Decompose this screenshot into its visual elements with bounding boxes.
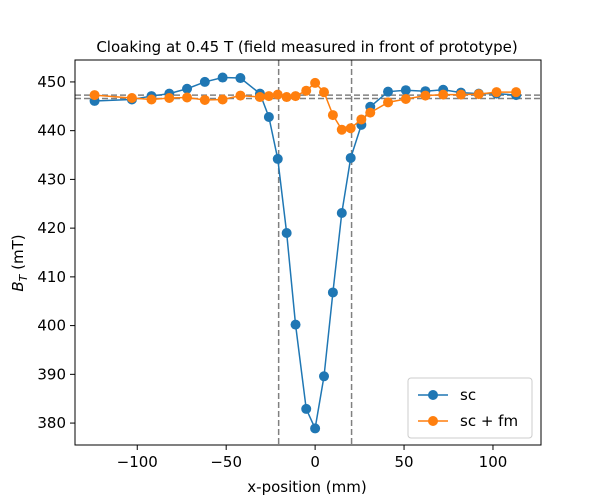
data-point	[263, 112, 274, 123]
legend-marker	[428, 416, 438, 426]
data-point	[281, 92, 292, 103]
data-point	[290, 319, 301, 330]
data-point	[89, 90, 100, 101]
x-tick-label: −100	[117, 453, 158, 471]
data-point	[319, 87, 330, 98]
y-axis-label-subscript: T	[17, 273, 30, 281]
y-axis-label: BT (mT)	[9, 234, 30, 291]
data-point	[235, 90, 246, 101]
data-point	[327, 110, 338, 121]
legend-box	[407, 377, 533, 439]
data-point	[511, 87, 522, 98]
x-tick-label: 0	[310, 453, 320, 471]
series-layer	[89, 72, 522, 434]
data-point	[383, 97, 394, 108]
legend-label: sc	[460, 386, 476, 404]
data-point	[327, 287, 338, 298]
data-point	[301, 85, 312, 96]
y-tick-label: 380	[37, 414, 66, 432]
data-point	[455, 89, 466, 100]
x-tick-label: −50	[210, 453, 242, 471]
data-point	[356, 114, 367, 125]
y-axis: 380 390 400 410 420 430 440 450	[37, 73, 75, 432]
x-axis-label: x-position (mm)	[247, 478, 366, 496]
series-sc-fm	[89, 77, 522, 135]
data-point	[281, 228, 292, 239]
data-point	[345, 123, 356, 134]
data-point	[182, 92, 193, 103]
y-axis-label-unit: (mT)	[9, 234, 27, 274]
data-point	[310, 77, 321, 88]
data-point	[438, 89, 449, 100]
data-point	[319, 371, 330, 382]
data-point	[290, 91, 301, 102]
y-tick-label: 440	[37, 122, 66, 140]
y-tick-label: 430	[37, 170, 66, 188]
legend-marker	[428, 390, 438, 400]
data-point	[310, 423, 321, 434]
y-tick-label: 410	[37, 268, 66, 286]
data-point	[164, 93, 175, 104]
data-point	[235, 73, 246, 84]
y-axis-label-symbol: B	[9, 281, 27, 291]
data-point	[199, 94, 210, 105]
data-point	[400, 85, 411, 96]
x-axis: −100 −50 0 50 100	[117, 445, 508, 471]
y-tick-label: 450	[37, 73, 66, 91]
data-point	[199, 76, 210, 87]
data-point	[146, 94, 157, 105]
data-point	[254, 92, 265, 103]
plot-frame	[74, 59, 542, 446]
data-point	[126, 93, 137, 104]
data-point	[336, 124, 347, 135]
data-point	[383, 86, 394, 97]
data-point	[263, 91, 274, 102]
data-point	[336, 208, 347, 219]
data-point	[301, 403, 312, 414]
data-point	[217, 94, 228, 105]
data-point	[491, 87, 502, 98]
chart-title: Cloaking at 0.45 T (field measured in fr…	[96, 38, 517, 56]
data-point	[345, 152, 356, 163]
y-tick-label: 390	[37, 365, 66, 383]
data-point	[272, 89, 283, 100]
y-tick-label: 400	[37, 317, 66, 335]
x-tick-label: 100	[479, 453, 508, 471]
legend: sc sc + fm	[407, 377, 533, 439]
data-point	[182, 83, 193, 94]
data-point	[400, 93, 411, 104]
data-point	[272, 153, 283, 164]
data-point	[473, 89, 484, 100]
x-tick-label: 50	[394, 453, 413, 471]
y-tick-label: 420	[37, 219, 66, 237]
data-point	[420, 90, 431, 101]
data-point	[365, 107, 376, 118]
data-point	[217, 72, 228, 83]
legend-label: sc + fm	[460, 412, 518, 430]
